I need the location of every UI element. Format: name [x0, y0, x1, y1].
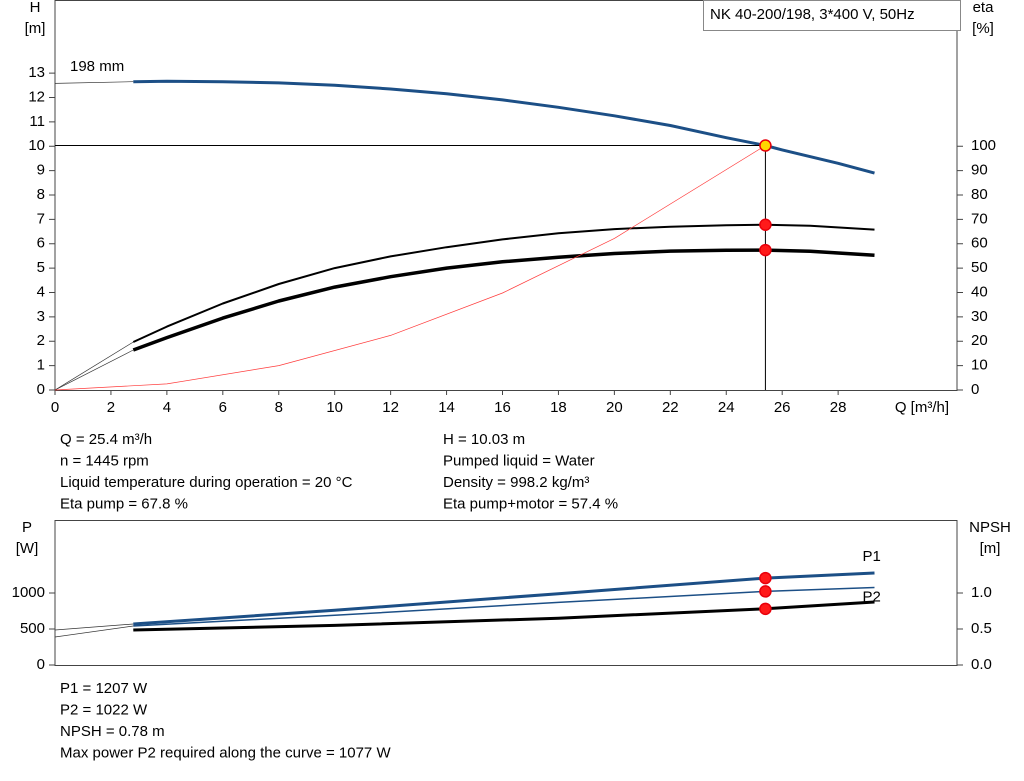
curve-label: P1	[862, 548, 880, 565]
y2-axis-title: eta	[973, 0, 995, 16]
y2-tick-label: 50	[971, 259, 988, 276]
y-tick-label: 500	[20, 620, 45, 637]
info-text: Max power P2 required along the curve = …	[60, 744, 391, 761]
y-tick-label: 9	[37, 162, 45, 179]
info-text: Liquid temperature during operation = 20…	[60, 474, 353, 491]
info-text: Pumped liquid = Water	[443, 452, 595, 469]
curve	[54, 349, 134, 391]
y-tick-label: 0	[37, 381, 45, 398]
operating-point	[759, 585, 772, 598]
y2-tick-label: 40	[971, 283, 988, 300]
x-tick-label: 12	[382, 399, 399, 416]
x-tick-label: 8	[275, 399, 283, 416]
y-tick-label: 12	[28, 88, 45, 105]
operating-point	[759, 218, 772, 231]
y-axis-unit: [m]	[25, 20, 46, 37]
info-text: Eta pump+motor = 57.4 %	[443, 495, 618, 512]
info-text: Eta pump = 67.8 %	[60, 495, 188, 512]
y2-axis-unit: [m]	[980, 540, 1001, 557]
curve	[133, 586, 875, 627]
y2-tick-label: 80	[971, 186, 988, 203]
x-tick-label: 28	[830, 399, 847, 416]
y-tick-label: 10	[28, 137, 45, 154]
y-tick-label: 5	[37, 259, 45, 276]
curve	[54, 145, 766, 391]
operating-point	[759, 139, 772, 152]
y-axis-unit: [W]	[16, 540, 39, 557]
info-text: P1 = 1207 W	[60, 680, 148, 697]
y-tick-label: 8	[37, 186, 45, 203]
y-axis-title: H	[30, 0, 41, 16]
chart-title: NK 40-200/198, 3*400 V, 50Hz	[710, 6, 915, 23]
curve-label: 198 mm	[70, 58, 124, 75]
curve	[132, 248, 875, 352]
y-tick-label: 1	[37, 357, 45, 374]
y-tick-label: 4	[37, 283, 45, 300]
info-text: P2 = 1022 W	[60, 701, 148, 718]
y-tick-label: 0	[37, 656, 45, 673]
operating-point	[759, 243, 772, 257]
x-tick-label: 26	[774, 399, 791, 416]
operating-point	[759, 571, 772, 585]
curve	[54, 623, 134, 631]
y-tick-label: 2	[37, 332, 45, 349]
title-box	[703, 0, 961, 31]
y2-tick-label: 10	[971, 357, 988, 374]
curve	[133, 79, 875, 175]
x-tick-label: 2	[107, 399, 115, 416]
y-tick-label: 3	[37, 308, 45, 325]
y2-tick-label: 0	[971, 381, 979, 398]
y2-tick-label: 30	[971, 308, 988, 325]
curve	[133, 600, 875, 632]
x-tick-label: 16	[494, 399, 511, 416]
x-tick-label: 20	[606, 399, 623, 416]
y2-axis-title: NPSH	[969, 519, 1011, 536]
x-tick-label: 14	[438, 399, 455, 416]
y-tick-label: 13	[28, 64, 45, 81]
info-text: H = 10.03 m	[443, 431, 525, 448]
y-tick-label: 7	[37, 210, 45, 227]
x-tick-label: 4	[163, 399, 171, 416]
y-tick-label: 6	[37, 235, 45, 252]
y2-tick-label: 0.0	[971, 656, 992, 673]
y-tick-label: 11	[29, 113, 45, 130]
y-axis-title: P	[22, 519, 32, 536]
info-text: n = 1445 rpm	[60, 452, 149, 469]
y-tick-label: 1000	[12, 584, 45, 601]
curve	[54, 625, 134, 638]
operating-point	[759, 602, 772, 616]
y2-axis-unit: [%]	[972, 20, 994, 37]
y2-tick-label: 1.0	[971, 584, 992, 601]
x-tick-label: 22	[662, 399, 679, 416]
y2-tick-label: 0.5	[971, 620, 992, 637]
info-text: Density = 998.2 kg/m³	[443, 474, 589, 491]
y2-tick-label: 100	[971, 137, 996, 154]
plot-frame	[54, 0, 958, 391]
info-text: Q = 25.4 m³/h	[60, 431, 152, 448]
curve	[54, 341, 134, 391]
curve	[132, 223, 875, 343]
y2-tick-label: 90	[971, 162, 988, 179]
x-tick-label: 0	[51, 399, 59, 416]
plot-frame	[54, 520, 958, 666]
y2-tick-label: 60	[971, 235, 988, 252]
x-tick-label: 24	[718, 399, 735, 416]
curve	[133, 571, 875, 626]
info-text: NPSH = 0.78 m	[60, 723, 165, 740]
y2-tick-label: 70	[971, 210, 988, 227]
curve	[54, 81, 134, 84]
x-tick-label: 18	[550, 399, 567, 416]
y2-tick-label: 20	[971, 332, 988, 349]
x-tick-label: 6	[219, 399, 227, 416]
x-axis-title: Q [m³/h]	[895, 399, 949, 416]
x-tick-label: 10	[326, 399, 343, 416]
